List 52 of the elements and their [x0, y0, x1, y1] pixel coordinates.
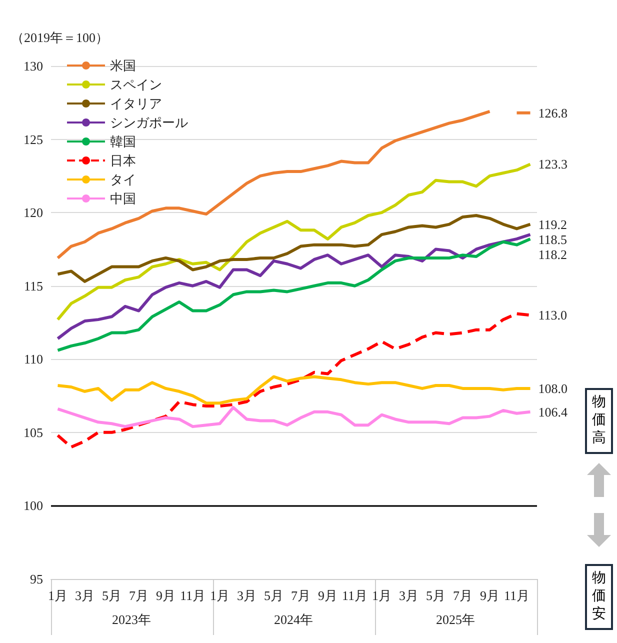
legend-label: スペイン: [110, 77, 162, 92]
x-tick-label: 5月: [102, 588, 122, 603]
text: 2024年: [274, 612, 313, 627]
legend-label: 韓国: [110, 134, 136, 149]
data-label: 118.2: [538, 246, 568, 262]
y-axis-title: （2019年＝100）: [11, 30, 108, 45]
data-label: 118.5: [538, 232, 568, 247]
y-tick-label: 120: [24, 205, 43, 220]
legend-label: 米国: [110, 58, 136, 73]
line-series: [56, 214, 532, 283]
x-tick-label: 11月: [504, 588, 530, 603]
line-series: [56, 406, 532, 428]
legend-label: タイ: [110, 172, 136, 187]
data-label: 123.3: [538, 156, 568, 172]
line-series: [56, 312, 532, 449]
x-tick-label: 3月: [75, 588, 94, 603]
text: 物価高: [591, 394, 607, 448]
legend-label: イタリア: [110, 96, 162, 111]
x-tick-label: 3月: [237, 588, 256, 603]
text: 物価安: [591, 570, 607, 624]
x-tick-label: 9月: [480, 588, 500, 603]
x-tick-label: 1月: [372, 588, 392, 603]
text: 2023年: [112, 612, 151, 627]
x-tick-label: 5月: [264, 588, 284, 603]
y-tick-label: 95: [30, 572, 43, 586]
x-tick-label: 1月: [210, 588, 230, 603]
x-tick-label: 11月: [342, 588, 368, 603]
x-tick-label: 7月: [129, 588, 148, 603]
text: 2025年: [436, 612, 475, 627]
x-tick-label: 3月: [399, 588, 418, 603]
legend-label: シンガポール: [110, 115, 188, 130]
x-tick-label: 11月: [180, 588, 206, 603]
data-label: 126.8: [538, 105, 568, 120]
legend-label: 中国: [110, 191, 136, 206]
x-tick-label: 1月: [48, 588, 68, 603]
data-label: 119.2: [538, 216, 568, 232]
y-tick-label: 100: [24, 498, 43, 514]
data-label: 106.4: [538, 404, 568, 420]
line-series: [56, 375, 532, 405]
legend-label: 日本: [110, 153, 136, 168]
x-tick-label: 7月: [453, 588, 472, 603]
data-label: 108.0: [538, 380, 568, 396]
y-tick-label: 105: [24, 424, 43, 440]
data-label: 113.0: [538, 308, 568, 323]
y-tick-label: 110: [24, 352, 43, 367]
x-tick-label: 5月: [426, 588, 446, 603]
x-tick-label: 9月: [156, 588, 176, 603]
y-tick-label: 125: [24, 132, 43, 147]
x-tick-label: 9月: [318, 588, 338, 603]
x-tick-label: 7月: [291, 588, 310, 603]
y-tick-label: 130: [24, 58, 43, 74]
y-tick-label: 115: [24, 278, 43, 294]
